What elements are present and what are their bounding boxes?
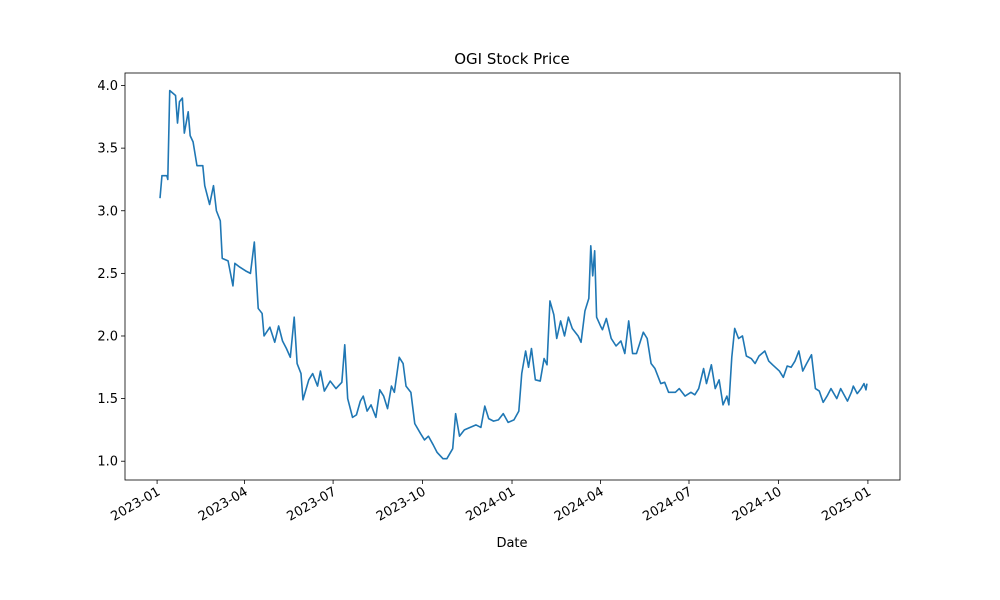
y-tick-label: 3.5 — [97, 142, 118, 157]
y-tick-label: 2.5 — [97, 267, 118, 282]
y-tick-label: 1.0 — [97, 455, 118, 470]
price-line — [159, 89, 868, 460]
y-tick-label: 3.0 — [97, 204, 118, 219]
chart-title: OGI Stock Price — [454, 50, 570, 68]
y-tick-label: 4.0 — [97, 79, 118, 94]
y-tick-label: 1.5 — [97, 392, 118, 407]
x-axis-label: Date — [496, 536, 527, 551]
y-tick-label: 2.0 — [97, 329, 118, 344]
plot-frame — [124, 72, 901, 481]
